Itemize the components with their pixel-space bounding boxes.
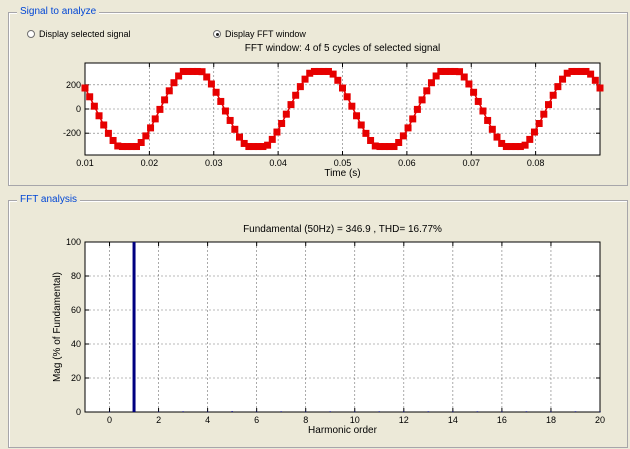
signal-plot-title: FFT window: 4 of 5 cycles of selected si… [244, 43, 441, 54]
display-selected-signal-radio[interactable]: Display selected signal [27, 29, 131, 39]
fft-panel-title: FFT analysis [17, 194, 81, 206]
signal-panel: Signal to analyze [8, 6, 628, 186]
signal-panel-title: Signal to analyze [17, 6, 100, 18]
display-fft-window-label: Display FFT window [225, 29, 306, 39]
display-selected-signal-label: Display selected signal [39, 29, 131, 39]
radio-unchecked-icon[interactable] [27, 30, 35, 38]
display-fft-window-radio[interactable]: Display FFT window [213, 29, 306, 39]
fft-panel: FFT analysis [8, 194, 628, 448]
radio-checked-icon[interactable] [213, 30, 221, 38]
fft-plot-title: Fundamental (50Hz) = 346.9 , THD= 16.77% [243, 224, 442, 235]
